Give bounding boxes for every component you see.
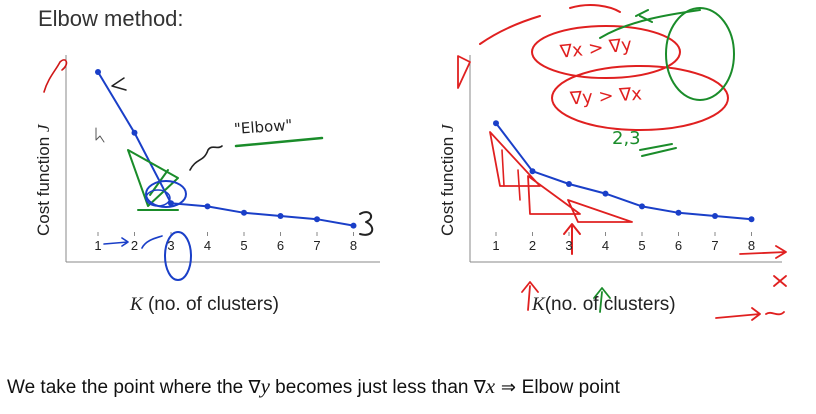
- right-ylabel-var: J: [438, 124, 457, 133]
- left-data-point: [204, 203, 211, 210]
- page-title: Elbow method:: [38, 6, 184, 31]
- left-ylabel-text: Cost function: [34, 132, 53, 236]
- left-data-marks: [95, 69, 357, 229]
- left-data-point: [350, 222, 357, 229]
- left-red-a: [457, 55, 471, 89]
- right-data-point: [529, 168, 536, 175]
- left-data-point: [277, 213, 284, 219]
- left-tick-label: 6: [276, 238, 285, 253]
- green-check-lines: [639, 143, 677, 157]
- grad-ellipse-2: [551, 65, 729, 131]
- right-xlabel-var: K: [532, 294, 545, 315]
- right-tick-marks: [495, 232, 752, 236]
- grad-ellipse-1: [531, 25, 681, 79]
- red-up-arrow: [563, 223, 581, 255]
- caption-var-x: x: [485, 374, 496, 398]
- left-annotations: [43, 59, 374, 281]
- caption-part3: Elbow point: [521, 377, 620, 398]
- left-tick-label: 7: [313, 238, 321, 253]
- right-data-point: [712, 213, 718, 219]
- nums-note: 2,3: [612, 128, 641, 149]
- right-tick-label: 3: [565, 238, 573, 253]
- left-tick-marks: [97, 232, 354, 236]
- red-triangles: [489, 131, 633, 223]
- left-xlabel-text: (no. of clusters): [142, 294, 279, 315]
- three-circle: [164, 231, 192, 281]
- caption-part1: We take the point where the: [7, 377, 249, 398]
- caption-var-y: y: [260, 374, 270, 398]
- bottom-arrows: [103, 235, 163, 249]
- red-vertical-strokes: [501, 149, 521, 201]
- x-mark: [773, 275, 787, 287]
- right-data-point: [566, 181, 572, 187]
- elbow-pointer: [189, 145, 223, 171]
- left-data-point: [95, 69, 101, 75]
- right-data-marks: [493, 120, 755, 223]
- left-x-axis-label: K (no. of clusters): [130, 294, 279, 316]
- right-data-point: [748, 216, 755, 223]
- green-curve: [599, 9, 701, 39]
- red-up-arrow-2: [521, 281, 539, 311]
- right-tick-label: 5: [638, 238, 646, 253]
- left-tick-label: 8: [349, 238, 358, 253]
- elbow-underline: [234, 136, 324, 148]
- right-xlabel-text: (no. of clusters): [544, 294, 676, 315]
- j-scribble: [43, 59, 68, 93]
- left-data-point: [241, 209, 247, 216]
- right-tick-label: 7: [711, 238, 719, 253]
- left-xlabel-var: K: [130, 294, 143, 315]
- right-tick-label: 8: [747, 238, 756, 253]
- right-tick-label: 6: [674, 238, 683, 253]
- top-red-swoop: [479, 4, 621, 45]
- right-annotations: [457, 4, 787, 321]
- green-up-arrow: [593, 287, 611, 313]
- left-tick-label: 2: [130, 238, 139, 253]
- green-triangle: [127, 149, 179, 207]
- right-x-axis-label: K(no. of clusters): [532, 294, 676, 316]
- left-y-axis-label: Cost function J: [34, 125, 54, 237]
- handwritten-3: [359, 211, 374, 236]
- left-tick-label: 3: [167, 238, 175, 253]
- green-oval: [665, 7, 735, 101]
- left-series-line: [97, 71, 354, 227]
- left-ylabel-var: J: [34, 124, 53, 133]
- right-tick-label: 1: [492, 238, 500, 253]
- right-tick-label: 4: [601, 238, 610, 253]
- bottom-right-arrow: [715, 307, 785, 321]
- nabla-x-symbol: ∇: [473, 377, 486, 398]
- right-series-line: [495, 122, 752, 221]
- right-data-point: [602, 190, 609, 197]
- right-data-point: [639, 203, 645, 210]
- nabla-y-symbol: ∇: [248, 377, 261, 398]
- k-arrow-mark: [111, 77, 127, 91]
- cursor-icon: [95, 127, 105, 143]
- caption-part2: becomes just less than: [269, 377, 474, 398]
- x-axis-arrow: [739, 245, 787, 259]
- left-data-point: [131, 129, 138, 136]
- right-data-point: [493, 120, 499, 127]
- left-data-point: [314, 216, 320, 223]
- right-data-point: [675, 209, 682, 216]
- right-tick-label: 2: [528, 238, 537, 253]
- right-ylabel-text: Cost function: [438, 132, 457, 236]
- elbow-circle-inner: [145, 189, 171, 207]
- caption: We take the point where the ∇y becomes j…: [7, 374, 620, 399]
- left-tick-label: 5: [240, 238, 248, 253]
- right-y-axis-label: Cost function J: [438, 125, 458, 237]
- left-tick-label: 1: [94, 238, 102, 253]
- implies-arrow-icon: ⇒: [495, 377, 522, 398]
- elbow-circle: [145, 180, 187, 208]
- left-tick-label: 4: [203, 238, 212, 253]
